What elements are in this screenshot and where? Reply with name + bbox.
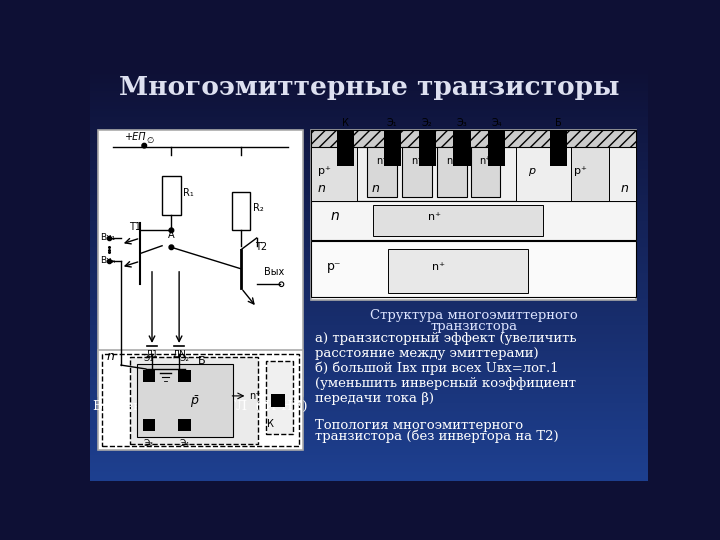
Text: n⁺: n⁺ [411, 156, 423, 166]
Text: n⁺: n⁺ [480, 156, 491, 166]
Bar [609, 147, 636, 201]
Text: n: n [372, 182, 379, 195]
Bar [179, 419, 191, 431]
Text: Э₁: Э₁ [144, 354, 154, 363]
Text: n⁺: n⁺ [377, 156, 388, 166]
Bar [179, 370, 191, 382]
Bar [337, 130, 354, 166]
Bar [373, 205, 544, 236]
Text: T2: T2 [255, 241, 267, 252]
Text: Э₂: Э₂ [422, 118, 433, 128]
Text: n⁺: n⁺ [432, 261, 445, 272]
Text: Э₃: Э₃ [456, 118, 467, 128]
Text: R₂: R₂ [253, 203, 264, 213]
Text: n⁺: n⁺ [446, 156, 458, 166]
Text: Э₄: Э₄ [492, 118, 502, 128]
Text: n: n [317, 182, 325, 195]
Bar [98, 130, 303, 396]
Text: Э₃: Э₃ [144, 439, 154, 448]
Text: p⁺: p⁺ [318, 166, 331, 176]
Text: n⁺: n⁺ [249, 391, 261, 401]
Text: Б: Б [198, 355, 205, 366]
Text: транзистора (без инвертора на Т2): транзистора (без инвертора на Т2) [315, 430, 559, 443]
Text: Д1: Д1 [145, 349, 158, 359]
Bar [384, 130, 401, 166]
Text: n: n [621, 182, 629, 195]
Bar [454, 130, 471, 166]
Text: Б: Б [556, 118, 562, 128]
Text: ДN: ДN [172, 349, 186, 359]
Text: n: n [330, 210, 339, 224]
Text: Э₂: Э₂ [179, 354, 189, 363]
Bar [311, 130, 636, 300]
Text: T1: T1 [129, 222, 140, 232]
Circle shape [169, 245, 174, 249]
Text: б) большой Iвх при всех Uвх=лог.1
(уменьшить инверсный коэффициент
передачи тока: б) большой Iвх при всех Uвх=лог.1 (умень… [315, 361, 576, 405]
Text: n⁺: n⁺ [428, 212, 441, 222]
Text: Э₁: Э₁ [387, 118, 397, 128]
Bar [271, 394, 285, 408]
Circle shape [169, 228, 174, 233]
Bar [98, 350, 303, 450]
Text: Базовый элемент ТТЛ  ( И-НЕ): Базовый элемент ТТЛ ( И-НЕ) [93, 400, 307, 413]
Bar [437, 147, 467, 197]
Text: p⁺: p⁺ [574, 166, 587, 176]
Text: транзистора: транзистора [430, 320, 517, 333]
Text: ∅: ∅ [147, 136, 154, 145]
Text: p⁻: p⁻ [326, 260, 341, 273]
Bar [130, 357, 258, 444]
Bar [102, 354, 300, 446]
Text: а) транзисторный эффект (увеличить
расстояние между эмиттерами): а) транзисторный эффект (увеличить расст… [315, 332, 576, 360]
Text: Многоэмиттерные транзисторы: Многоэмиттерные транзисторы [119, 76, 619, 100]
Text: Э₄: Э₄ [179, 439, 189, 448]
Bar [402, 147, 432, 197]
Bar [418, 130, 436, 166]
Bar [162, 177, 181, 215]
Bar [516, 147, 570, 201]
Bar [266, 361, 293, 434]
Text: Вых: Вых [264, 267, 284, 277]
Bar [388, 249, 528, 294]
Bar [488, 130, 505, 166]
Bar [311, 241, 636, 298]
Bar [311, 130, 636, 147]
Bar [143, 370, 155, 382]
Text: Структура многоэмиттерного: Структура многоэмиттерного [370, 309, 577, 322]
Text: К: К [266, 418, 274, 429]
Bar [137, 363, 233, 437]
Bar [232, 192, 251, 231]
Text: p: p [528, 166, 535, 176]
Bar [311, 201, 636, 240]
Text: Топология многоэмиттерного: Топология многоэмиттерного [315, 419, 523, 432]
Bar [550, 130, 567, 166]
Bar [311, 147, 636, 201]
Bar [471, 147, 500, 197]
Text: Вх₁: Вх₁ [100, 233, 115, 242]
Text: p̄: p̄ [190, 394, 198, 407]
Bar [311, 147, 357, 201]
Bar [143, 419, 155, 431]
Bar [570, 147, 609, 201]
Circle shape [142, 143, 147, 148]
Text: К: К [342, 118, 349, 128]
Text: +EΠ: +EΠ [125, 132, 146, 142]
Text: A: A [168, 230, 174, 240]
Text: R₁: R₁ [183, 188, 194, 198]
Bar [367, 147, 397, 197]
Text: Вхₙ: Вхₙ [100, 256, 115, 265]
Text: n: n [107, 350, 115, 363]
